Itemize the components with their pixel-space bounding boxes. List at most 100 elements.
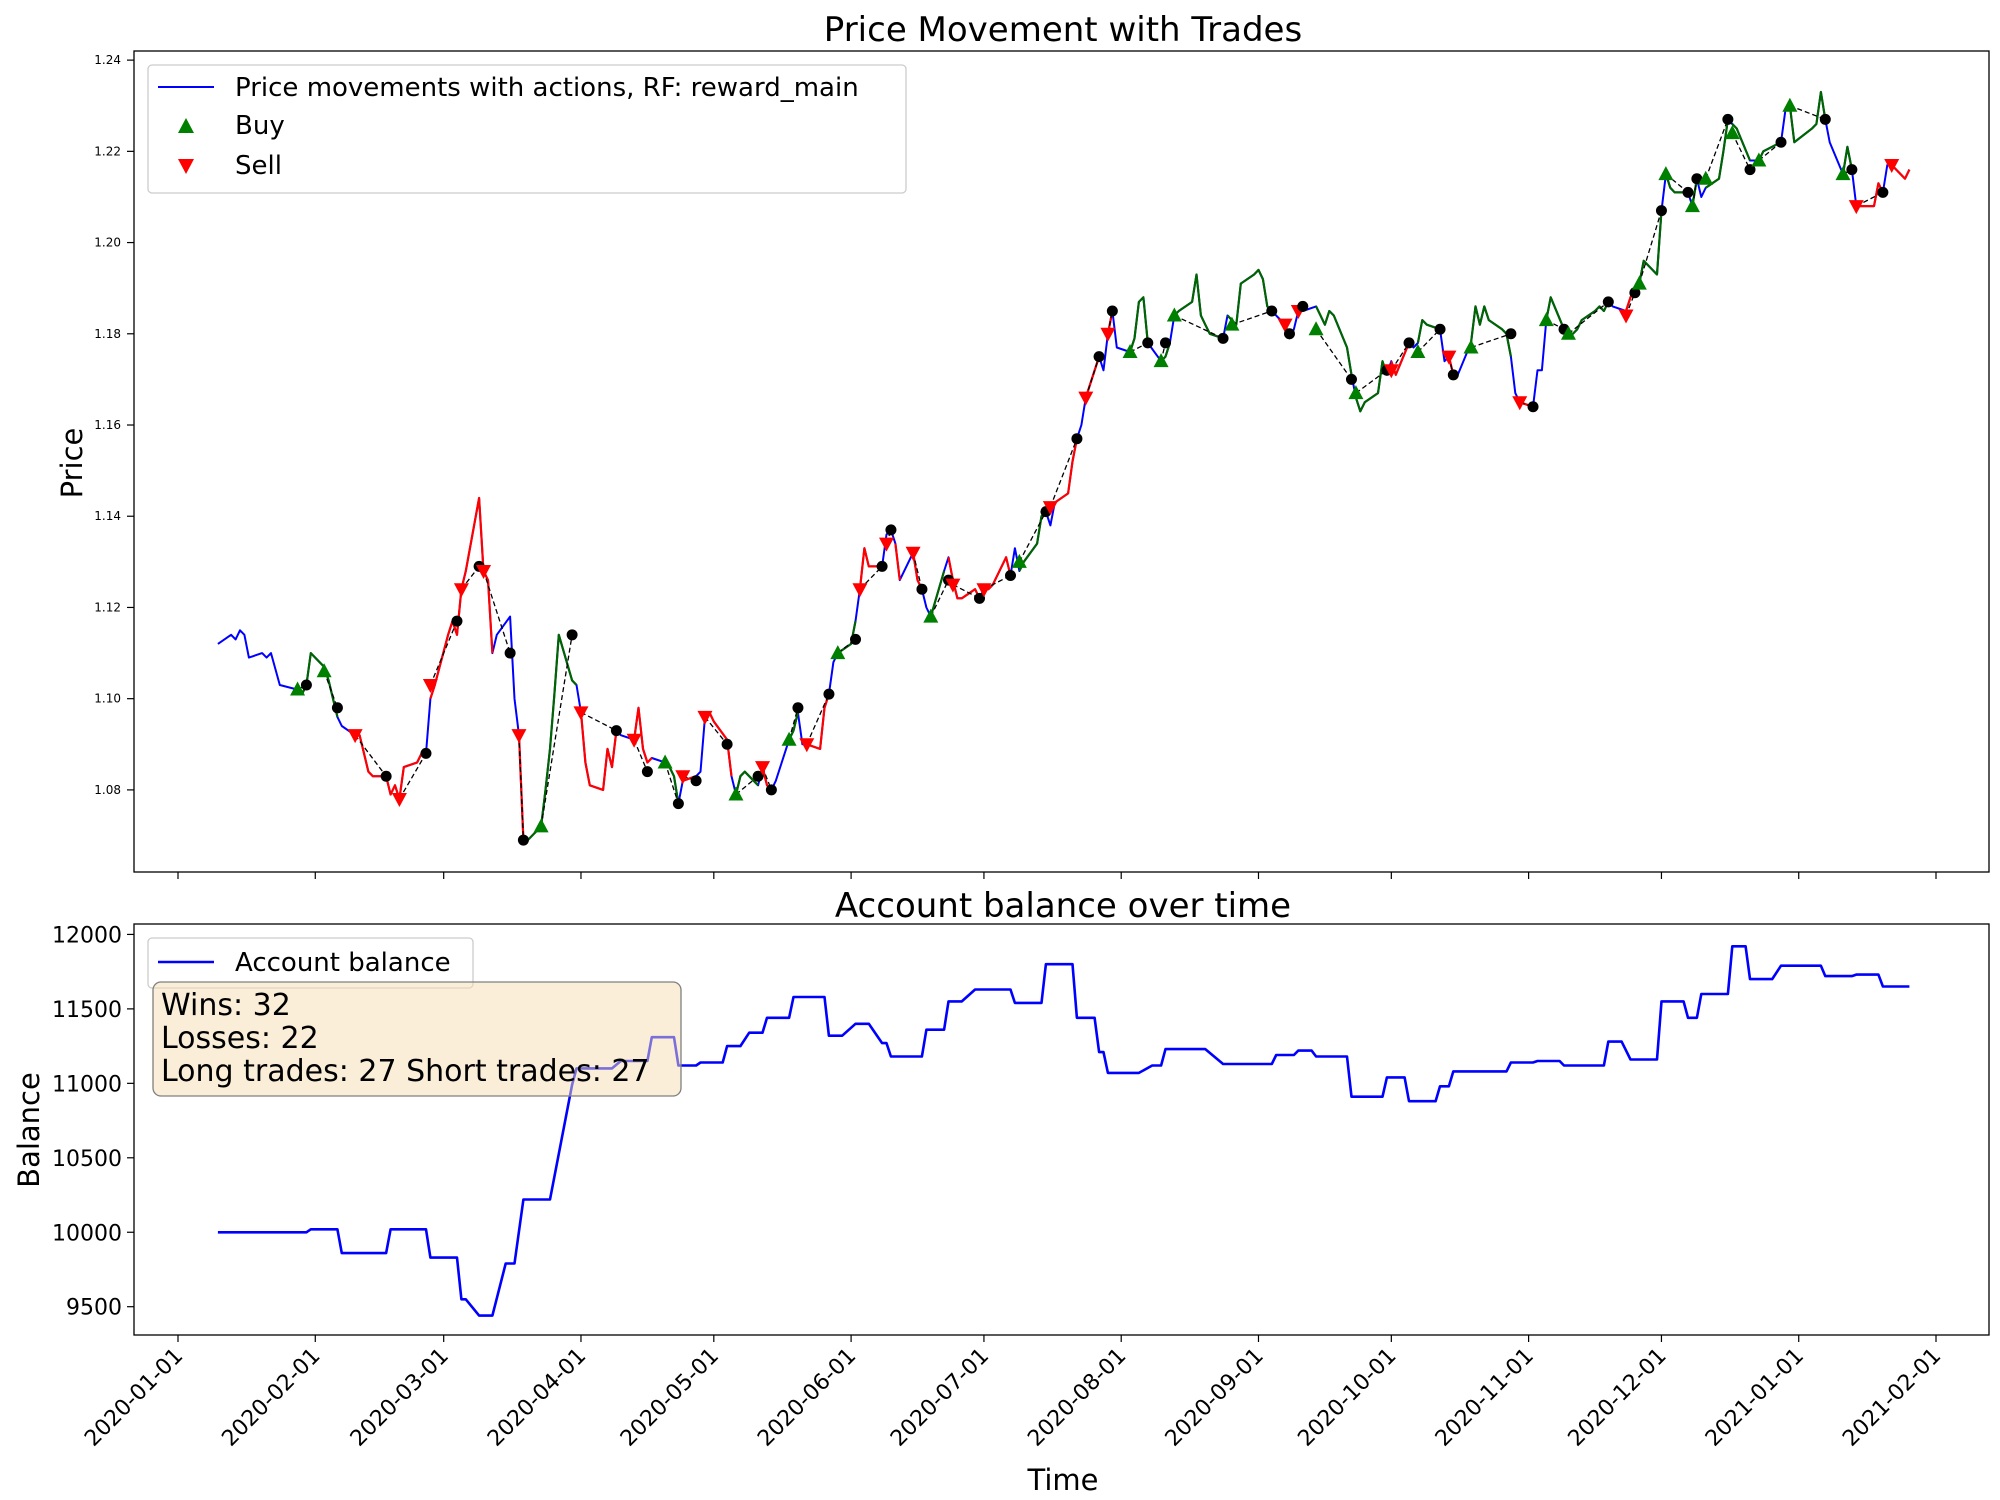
buy-marker [316,663,332,678]
price-line-long-segment [1416,319,1441,344]
close-marker [1505,328,1517,340]
price-line-short-segment [355,734,426,801]
close-marker [765,784,777,796]
buy-marker [1463,339,1479,354]
price-line-long-segment [1173,273,1224,340]
trade-connector [429,620,458,686]
trade-connector [1174,314,1224,339]
close-marker [876,560,888,572]
sell-marker [453,583,469,598]
close-marker [300,679,312,691]
close-marker [1846,164,1858,176]
balance-legend-label: Account balance [235,948,451,978]
sell-marker [422,678,438,693]
trade-connector [580,711,617,732]
trade-connector [540,634,573,827]
buy-marker [1560,325,1576,340]
buy-marker [830,645,846,660]
sell-marker [799,738,815,753]
close-marker [752,770,764,782]
buy-marker [1538,312,1554,327]
legend-line-label: Price movements with actions, RF: reward… [235,73,859,103]
price-y-tick-label: 1.12 [94,600,121,614]
price-legend-box [147,64,907,194]
balance-x-tick-label: 2020-08-01 [1023,1344,1131,1452]
price-y-tick-label: 1.24 [94,53,121,67]
trade-connector [788,707,799,740]
trade-connector [323,671,339,709]
sell-marker [852,583,868,598]
balance-x-tick-label: 2021-01-01 [1701,1344,1809,1452]
close-marker [566,629,578,641]
sell-marker [675,770,691,785]
close-marker [1403,337,1415,349]
close-marker [1266,305,1278,317]
trade-connector [1315,328,1353,380]
sell-marker [1512,396,1528,411]
price-line-short-segment [633,706,653,764]
sell-marker [391,793,407,808]
sell-marker [347,729,363,744]
sell-marker [905,546,921,561]
price-line-long-segment [1788,90,1827,144]
close-marker [1297,300,1309,312]
close-marker [1434,323,1446,335]
price-y-tick-label: 1.18 [94,327,121,341]
price-line-short-segment [1054,438,1078,504]
trade-connector [1638,210,1663,284]
trade-connector [664,762,680,804]
buy-marker [533,818,549,833]
balance-x-tick-label: 2020-01-01 [80,1344,188,1452]
close-marker [1217,332,1229,344]
balance-y-tick-label: 11500 [52,998,122,1023]
close-marker [1819,113,1831,125]
price-chart: Price Movement with Trades Price 1.08 1.1… [55,10,1990,879]
price-line-long-segment [929,570,946,617]
price-line-long-segment [1638,210,1663,284]
close-marker [610,725,622,737]
close-marker [517,834,529,846]
close-marker [1159,337,1171,349]
balance-y-tick-label: 10000 [52,1221,122,1246]
sell-marker [945,578,961,593]
price-line-short-segment [1890,164,1911,180]
close-marker [1682,186,1694,198]
close-marker [1447,369,1459,381]
balance-y-tick-label: 12000 [52,923,122,948]
buy-marker [1698,170,1714,185]
close-marker [850,633,862,645]
buy-marker [1658,166,1674,181]
balance-legend: Account balance [147,937,474,989]
balance-x-ticks: 2020-01-01 2020-02-01 2020-03-01 2020-04-01… [80,1335,1946,1452]
buy-marker [1224,316,1240,331]
close-marker [1071,433,1083,445]
trade-connector [912,552,923,590]
price-line-long-segment [1841,145,1853,175]
balance-x-tick-label: 2020-07-01 [886,1344,994,1452]
buy-marker [728,786,744,801]
trade-connector [354,734,387,777]
buy-marker [1348,385,1364,400]
price-line-long-segment [1664,173,1688,194]
close-marker [1629,287,1641,299]
balance-xlabel: Time [1027,1463,1099,1497]
price-legend: Price movements with actions, RF: reward… [147,64,907,194]
buy-marker [290,681,306,696]
sell-marker [626,733,642,748]
close-marker [504,647,516,659]
buy-marker [1684,198,1700,213]
legend-sell-label: Sell [235,151,282,181]
balance-y-tick-label: 9500 [66,1296,122,1321]
buy-marker [1308,321,1324,336]
sell-marker [879,537,895,552]
sell-marker [1848,200,1864,215]
balance-x-tick-label: 2020-05-01 [616,1344,724,1452]
close-marker [1283,328,1295,340]
price-chart-title: Price Movement with Trades [824,10,1302,50]
close-marker [1744,164,1756,176]
close-marker [380,770,392,782]
trade-connector [1049,438,1078,508]
price-y-tick-label: 1.20 [94,236,121,250]
close-marker [1106,305,1118,317]
buy-marker [657,754,673,769]
